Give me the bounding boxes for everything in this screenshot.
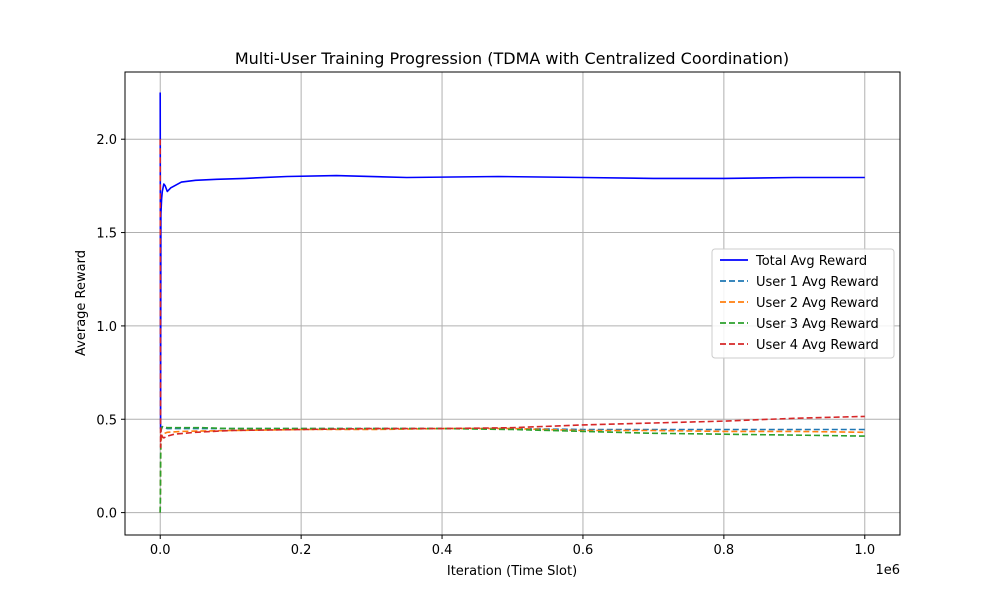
y-tick-label: 0.5 xyxy=(96,413,117,428)
legend-box xyxy=(711,248,895,359)
legend-label: User 3 Avg Reward xyxy=(756,317,879,332)
x-tick-label: 0.6 xyxy=(573,543,594,558)
series-line-user-4-avg-reward xyxy=(159,139,865,449)
x-axis-label: Iteration (Time Slot) xyxy=(447,564,577,579)
legend: Total Avg Reward User 1 Avg Reward User 2 … xyxy=(711,248,895,359)
y-tick-label: 2.0 xyxy=(96,133,117,148)
plot-area-frame xyxy=(124,71,901,536)
x-tick-label: 0.2 xyxy=(291,543,312,558)
x-tick-label: 0.0 xyxy=(150,543,171,558)
legend-label: User 1 Avg Reward xyxy=(756,275,879,290)
series-line-total-avg-reward xyxy=(159,92,865,430)
series-line-user-1-avg-reward xyxy=(159,425,865,513)
y-tick-label: 1.5 xyxy=(96,227,117,242)
chart-title: Multi-User Training Progression (TDMA wi… xyxy=(235,49,789,68)
legend-label: User 2 Avg Reward xyxy=(756,296,879,311)
x-axis-offset-text: 1e6 xyxy=(875,563,900,578)
y-axis-ticks: 0.0 0.5 1.0 1.5 2.0 xyxy=(96,133,125,522)
y-axis-label: Average Reward xyxy=(74,250,89,356)
x-axis-ticks: 0.0 0.2 0.4 0.6 0.8 1.0 xyxy=(150,535,875,558)
series-line-user-3-avg-reward xyxy=(159,425,865,513)
legend-label: Total Avg Reward xyxy=(755,254,867,269)
data-series xyxy=(159,92,865,513)
x-tick-label: 0.8 xyxy=(714,543,735,558)
x-tick-label: 0.4 xyxy=(432,543,453,558)
series-line-user-2-avg-reward xyxy=(159,427,865,513)
y-tick-label: 1.0 xyxy=(96,320,117,335)
grid-lines xyxy=(125,72,900,535)
y-tick-label: 0.0 xyxy=(96,507,117,522)
x-tick-label: 1.0 xyxy=(854,543,875,558)
legend-label: User 4 Avg Reward xyxy=(756,338,879,353)
